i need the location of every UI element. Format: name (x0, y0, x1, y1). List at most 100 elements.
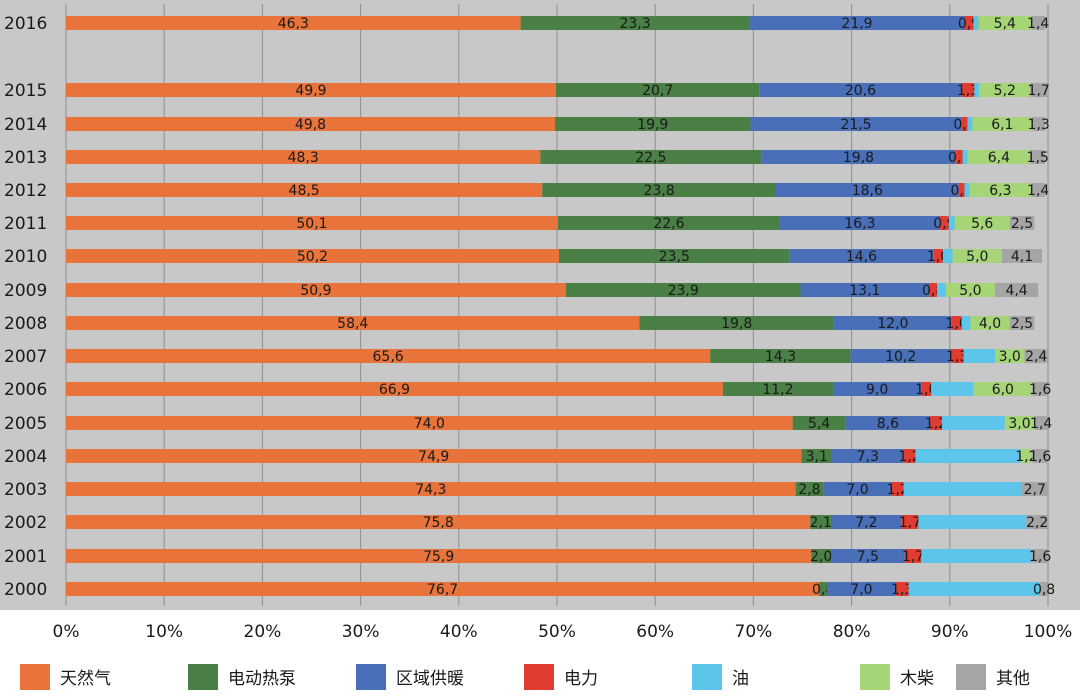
data-label: 20,6 (845, 83, 876, 99)
data-label: 11,2 (762, 382, 793, 398)
data-label: 1,7 (1028, 83, 1050, 99)
data-label: 6,4 (988, 150, 1010, 166)
bar-segment (961, 83, 975, 97)
data-label: 4,4 (1005, 283, 1027, 299)
bar-segment (1021, 482, 1048, 496)
bar-segment (66, 83, 557, 97)
bar-segment (903, 449, 916, 463)
bar-segment (901, 515, 919, 529)
bar-segment (845, 416, 931, 430)
bar-segment (979, 83, 1031, 97)
data-label: 3,0 (999, 349, 1021, 365)
bar-segment (970, 316, 1010, 330)
y-tick-label: 2010 (4, 247, 47, 267)
bar-segment (722, 382, 833, 396)
bar-segment (951, 316, 962, 330)
bar-segment (942, 249, 953, 263)
bar-segment (66, 349, 711, 363)
legend-label: 电动热泵 (228, 669, 296, 689)
bar-segment (66, 449, 802, 463)
x-tick-label: 50% (538, 622, 576, 642)
data-label: 22,5 (635, 150, 666, 166)
x-tick-label: 30% (342, 622, 380, 642)
data-label: 1,4 (1027, 183, 1049, 199)
bar-segment (557, 216, 780, 230)
data-label: 50,1 (296, 216, 327, 232)
bar-segment (972, 117, 1033, 131)
bar-segment (958, 183, 965, 197)
bar-segment (994, 283, 1039, 297)
data-label: 6,0 (992, 382, 1014, 398)
bar-segment (964, 183, 970, 197)
data-label: 13,1 (849, 283, 880, 299)
data-label: 3,1 (806, 449, 828, 465)
y-tick-label: 2011 (4, 214, 47, 234)
data-label: 1,2 (1015, 449, 1037, 465)
data-label: 1,2 (925, 416, 947, 432)
data-label: 1,3 (891, 582, 913, 598)
data-label: 1,6 (1029, 382, 1051, 398)
data-label: 1,3 (957, 83, 979, 99)
bar-segment (978, 16, 1032, 30)
bar-segment (66, 249, 559, 263)
data-label: 7,0 (850, 582, 872, 598)
bar-segment (903, 482, 1022, 496)
data-label: 65,6 (373, 349, 404, 365)
bar-segment (66, 515, 811, 529)
bar-segment (66, 582, 820, 596)
data-label: 7,2 (855, 515, 877, 531)
data-label: 7,5 (857, 549, 879, 565)
data-label: 66,9 (379, 382, 410, 398)
bar-segment (1026, 515, 1048, 529)
data-label: 1,7 (899, 515, 921, 531)
bar-segment (800, 283, 930, 297)
bar-segment (1030, 150, 1046, 164)
bar-segment (750, 117, 962, 131)
legend-swatch (356, 664, 386, 690)
bar-segment (904, 549, 922, 563)
bar-segment (933, 249, 943, 263)
bar-segment (540, 150, 762, 164)
bar-segment (939, 216, 949, 230)
data-label: 49,9 (295, 83, 326, 99)
data-label: 2,8 (798, 482, 820, 498)
data-label: 8,6 (877, 416, 899, 432)
data-label: 0,8 (1033, 582, 1055, 598)
bar-segment (819, 582, 828, 596)
bar-segment (565, 283, 801, 297)
data-label: 1,4 (1027, 16, 1049, 32)
data-label: 5,0 (959, 283, 981, 299)
bar-segment (952, 249, 1002, 263)
bar-segment (1009, 216, 1035, 230)
data-label: 10,2 (885, 349, 916, 365)
data-label: 74,0 (414, 416, 445, 432)
data-label: 7,0 (846, 482, 868, 498)
bar-segment (66, 216, 558, 230)
bar-segment (921, 549, 1033, 563)
bar-segment (1009, 316, 1035, 330)
y-tick-label: 2001 (4, 547, 47, 567)
bar-segment (994, 349, 1025, 363)
y-tick-label: 2014 (4, 115, 47, 135)
bar-segment (66, 150, 541, 164)
bar-segment (908, 582, 1041, 596)
bar-segment (1032, 449, 1048, 463)
data-label: 6,1 (991, 117, 1013, 133)
bar-segment (811, 549, 831, 563)
data-label: 74,9 (418, 449, 449, 465)
data-label: 75,9 (423, 549, 454, 565)
bar-segment (1004, 416, 1035, 430)
bar-segment (555, 117, 751, 131)
data-label: 2,7 (1024, 482, 1046, 498)
data-label: 48,3 (288, 150, 319, 166)
y-tick-label: 2008 (4, 314, 47, 334)
data-label: 46,3 (278, 16, 309, 32)
data-label: 12,0 (877, 316, 908, 332)
bar-segment (66, 482, 796, 496)
data-label: 23,8 (644, 183, 675, 199)
bar-segment (1024, 349, 1048, 363)
data-label: 1,4 (1030, 416, 1052, 432)
data-label: 4,0 (979, 316, 1001, 332)
y-tick-label: 2012 (4, 181, 47, 201)
data-label: 5,2 (994, 83, 1016, 99)
